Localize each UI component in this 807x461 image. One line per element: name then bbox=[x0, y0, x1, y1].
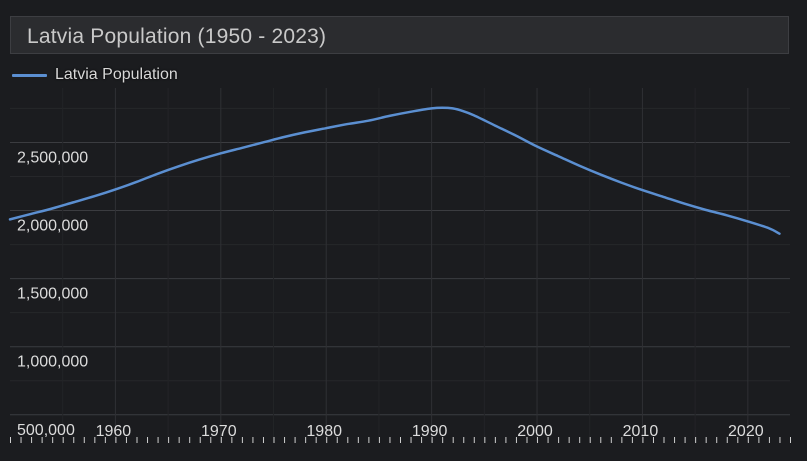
legend-label: Latvia Population bbox=[55, 66, 178, 83]
y-tick-label: 1,500,000 bbox=[17, 286, 88, 303]
y-tick-label: 2,500,000 bbox=[17, 149, 88, 166]
series-layer bbox=[8, 106, 781, 235]
y-tick-label: 2,000,000 bbox=[17, 218, 88, 235]
legend-swatch bbox=[12, 73, 47, 77]
chart-title: Latvia Population (1950 - 2023) bbox=[27, 25, 327, 48]
x-tick-label: 1970 bbox=[201, 423, 237, 440]
y-axis-labels: 500,000 1,000,000 1,500,000 2,000,000 2,500,… bbox=[17, 149, 88, 438]
x-tick-label: 2000 bbox=[517, 423, 553, 440]
y-tick-label: 500,000 bbox=[17, 422, 75, 439]
legend[interactable]: Latvia Population bbox=[12, 66, 178, 84]
grid bbox=[10, 88, 790, 442]
x-tick-label: 1990 bbox=[412, 423, 448, 440]
x-axis-labels: 1960 1970 1980 1990 2000 2010 2020 bbox=[96, 423, 764, 440]
y-tick-label: 1,000,000 bbox=[17, 354, 88, 371]
x-tick-label: 2010 bbox=[623, 423, 659, 440]
x-axis-ticks bbox=[10, 437, 791, 443]
x-tick-label: 2020 bbox=[728, 423, 764, 440]
x-tick-label: 1980 bbox=[306, 423, 342, 440]
chart-title-box: Latvia Population (1950 - 2023) bbox=[10, 16, 789, 54]
series-line bbox=[8, 106, 781, 235]
x-tick-label: 1960 bbox=[96, 423, 132, 440]
